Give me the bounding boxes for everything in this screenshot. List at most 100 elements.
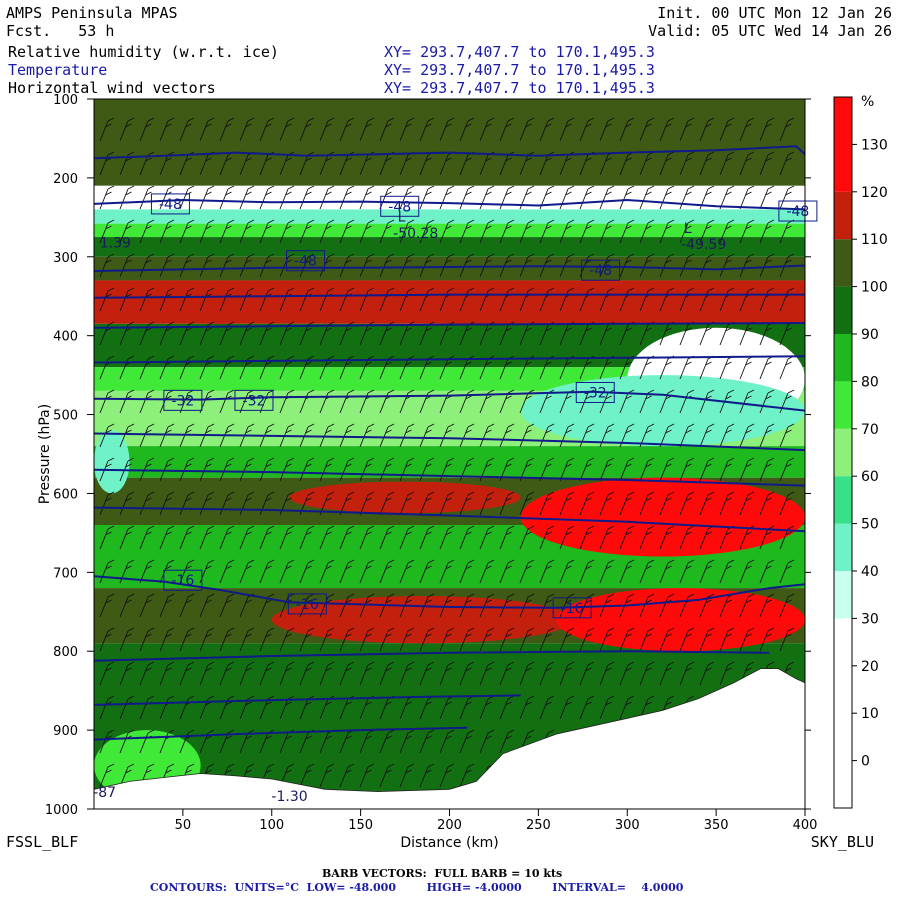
wind-barb (559, 117, 575, 142)
wind-barb (159, 151, 175, 176)
contour-label: -48 (294, 254, 317, 270)
wind-barb (619, 117, 635, 142)
wind-barb (519, 219, 535, 244)
wind-barb (719, 457, 735, 482)
wind-barb (599, 117, 615, 142)
wind-barb (619, 185, 635, 210)
wind-barb (499, 185, 515, 210)
wind-barb (479, 729, 495, 754)
x-tick-label: 350 (704, 818, 729, 833)
wind-barb (479, 219, 495, 244)
wind-barb (579, 627, 595, 652)
wind-barb (539, 661, 555, 686)
temperature-contour (94, 432, 805, 452)
wind-barb (479, 627, 495, 652)
wind-barb (759, 593, 775, 618)
barb-legend: BARB VECTORS: FULL BARB = 10 kts (322, 867, 563, 880)
wind-barb (699, 151, 715, 176)
wind-barb (279, 661, 295, 686)
wind-barb (399, 219, 415, 244)
wind-barb (519, 695, 535, 720)
wind-barb (439, 729, 455, 754)
valid-time: Valid: 05 UTC Wed 14 Jan 26 (648, 22, 892, 40)
wind-barb (359, 593, 375, 618)
rh-band (94, 256, 805, 281)
x-tick-label: 300 (615, 818, 640, 833)
wind-barb (259, 627, 275, 652)
contour-label: -32 (584, 385, 607, 401)
wind-barb (499, 389, 515, 414)
wind-barb (159, 321, 175, 346)
wind-barb (659, 661, 675, 686)
colorbar-tick-label: 10 (861, 706, 879, 722)
wind-barb (639, 457, 655, 482)
colorbar-tick-label: 110 (861, 232, 888, 248)
wind-barb (399, 457, 415, 482)
wind-barb (119, 661, 135, 686)
wind-barb (99, 185, 115, 210)
colorbar-bin (834, 428, 852, 477)
temperature-contour (94, 264, 805, 272)
wind-barb (719, 253, 735, 278)
wind-barb (219, 559, 235, 584)
wind-barb (659, 117, 675, 142)
wind-barb (619, 661, 635, 686)
wind-barb (459, 627, 475, 652)
wind-barb (159, 253, 175, 278)
extremum-label: -87 (93, 785, 116, 801)
rh-band (94, 223, 805, 238)
wind-barb (379, 355, 395, 380)
wind-barb (139, 253, 155, 278)
field-rh-xy: XY= 293.7,407.7 to 170.1,495.3 (384, 43, 655, 61)
wind-barb (659, 525, 675, 550)
wind-barb (379, 525, 395, 550)
wind-barb (599, 661, 615, 686)
wind-barb (219, 423, 235, 448)
wind-barb (459, 117, 475, 142)
wind-barb (299, 219, 315, 244)
colorbar-tick-label: 20 (861, 659, 879, 675)
wind-barb (459, 661, 475, 686)
wind-barb (699, 593, 715, 618)
wind-barb (579, 457, 595, 482)
wind-barb (159, 593, 175, 618)
wind-barb (739, 219, 755, 244)
wind-barb (479, 389, 495, 414)
wind-barb (779, 525, 795, 550)
wind-barb (219, 593, 235, 618)
wind-barb (679, 559, 695, 584)
wind-barb (239, 525, 255, 550)
wind-barb (499, 559, 515, 584)
wind-barb (599, 457, 615, 482)
wind-barb (219, 117, 235, 142)
wind-barb (199, 219, 215, 244)
wind-barb (299, 661, 315, 686)
wind-barb (679, 219, 695, 244)
wind-barb (679, 185, 695, 210)
wind-barb (419, 219, 435, 244)
wind-barb (759, 627, 775, 652)
wind-barb (279, 627, 295, 652)
wind-barb (459, 763, 475, 788)
wind-barb (359, 219, 375, 244)
wind-barb (179, 253, 195, 278)
y-tick-label: 300 (53, 251, 78, 266)
wind-barb (599, 185, 615, 210)
contour-label-layer: -48 -48 -48-48-48-32 -32 -32-16-16 -16L-50.28… (93, 193, 818, 805)
wind-barb (179, 661, 195, 686)
wind-barb (119, 525, 135, 550)
rh-band (94, 446, 805, 478)
temperature-contour (94, 322, 805, 329)
wind-barb (99, 423, 115, 448)
wind-barb (479, 559, 495, 584)
wind-barb (359, 491, 375, 516)
x-tick-label: 250 (526, 818, 551, 833)
wind-barb (419, 661, 435, 686)
x-tick-label: 400 (793, 818, 818, 833)
rh-patch (94, 430, 130, 494)
wind-barb (219, 321, 235, 346)
wind-barb (259, 491, 275, 516)
wind-barb (139, 151, 155, 176)
wind-barb (259, 661, 275, 686)
